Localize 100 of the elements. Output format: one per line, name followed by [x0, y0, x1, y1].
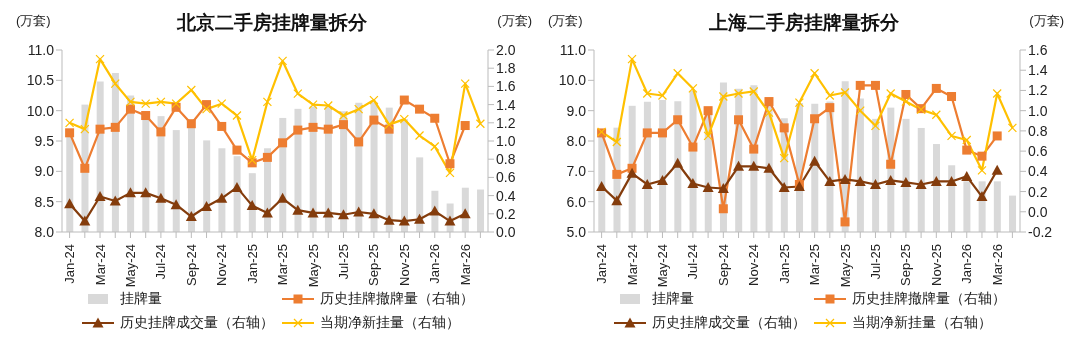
point [232, 145, 242, 155]
point [992, 131, 1002, 141]
point [946, 175, 958, 186]
legend-label: 历史挂牌撤牌量（右轴） [320, 290, 474, 308]
y2-tick-label: 0.8 [1028, 122, 1048, 139]
point [962, 145, 972, 155]
point [612, 137, 622, 147]
y-tick-label: 9.5 [34, 132, 55, 149]
legend-label: 当期净新挂量（右轴） [320, 314, 460, 332]
point [460, 121, 470, 131]
point [459, 208, 471, 219]
y-tick-label: 5.0 [566, 223, 587, 240]
x-tick-label: Jul-24 [685, 244, 701, 280]
point [824, 175, 836, 186]
x-tick-label: Sep-24 [715, 244, 731, 286]
x-tick-label: Nov-25 [396, 244, 412, 286]
point [429, 205, 441, 216]
point [688, 83, 698, 94]
point [976, 191, 988, 202]
point [125, 104, 135, 114]
point [95, 54, 105, 64]
legend-label: 当期净新挂量（右轴） [852, 314, 992, 332]
point [201, 104, 212, 114]
x-tick-label: Mar-25 [807, 244, 823, 286]
y-tick-label: 8.0 [34, 223, 55, 240]
point [322, 207, 334, 218]
point [124, 187, 136, 198]
point [733, 88, 744, 99]
x-tick-label: Mar-24 [92, 244, 108, 286]
y-tick-label: 8.0 [566, 132, 587, 149]
y2-tick-label: 0.6 [496, 169, 516, 186]
point [430, 141, 440, 152]
point [596, 181, 608, 191]
point [369, 95, 379, 105]
point [414, 213, 426, 224]
x-tick-label: Jan-24 [594, 244, 610, 284]
point [794, 97, 804, 108]
y2-axis-title: (万套) [1029, 12, 1064, 30]
point [217, 99, 227, 109]
point [109, 195, 121, 206]
y2-tick-label: 0.0 [496, 223, 516, 240]
y-tick-label: 6.0 [566, 193, 587, 210]
x-tick-label: Jan-24 [62, 244, 78, 284]
point [612, 169, 622, 179]
point [156, 97, 166, 107]
point [886, 159, 896, 169]
x-tick-label: Jan-25 [776, 244, 792, 284]
point [641, 178, 653, 189]
point [855, 80, 865, 90]
point [278, 138, 288, 148]
point [95, 124, 105, 134]
point [901, 89, 911, 99]
point [749, 144, 759, 154]
y-tick-label: 10.0 [558, 72, 587, 89]
point [991, 164, 1003, 175]
x-tick-label: Sep-24 [183, 244, 199, 286]
y2-tick-label: 1.0 [496, 132, 516, 149]
legend-label: 历史挂牌撤牌量（右轴） [852, 290, 1006, 308]
y2-tick-label: 1.2 [496, 114, 516, 131]
x-tick-label: May-25 [305, 244, 321, 288]
chart-title: 上海二手房挂牌量拆分 [709, 12, 899, 33]
y2-tick-label: 1.6 [1028, 41, 1048, 58]
point [854, 175, 866, 186]
y2-tick-label: 0.4 [1028, 163, 1048, 180]
point [839, 173, 851, 184]
point [217, 121, 227, 131]
x-tick-label: Jan-26 [427, 244, 443, 284]
point [627, 54, 637, 64]
point [293, 125, 303, 135]
point [717, 183, 729, 194]
point [779, 123, 789, 133]
y-tick-label: 9.0 [34, 163, 55, 180]
point [445, 168, 455, 178]
point [687, 177, 699, 188]
chart-title: 北京二手房挂牌量拆分 [177, 12, 367, 33]
x-tick-label: Jul-25 [335, 244, 351, 280]
point [900, 176, 912, 187]
y2-tick-label: 0.6 [1028, 143, 1048, 160]
point [809, 155, 821, 166]
point [764, 97, 774, 107]
point [216, 192, 228, 203]
point [718, 91, 728, 102]
x-tick-label: May-24 [122, 244, 138, 288]
point [293, 89, 303, 99]
point [718, 204, 728, 214]
y-tick-label: 11.0 [559, 41, 587, 58]
y2-tick-label: 2.0 [496, 41, 516, 58]
point [885, 174, 897, 185]
y2-tick-label: 0.4 [496, 187, 516, 204]
point [186, 119, 196, 129]
point [415, 104, 425, 114]
legend-label: 历史挂牌成交量（右轴） [652, 314, 806, 332]
y2-tick-label: 1.4 [1028, 62, 1048, 79]
y2-tick-label: 0.0 [1028, 203, 1048, 220]
point [460, 79, 470, 89]
point [673, 68, 683, 78]
legend-label: 历史挂牌成交量（右轴） [120, 314, 274, 332]
x-tick-label: Nov-24 [746, 244, 762, 286]
x-tick-label: Mar-24 [624, 244, 640, 286]
point [323, 124, 333, 134]
